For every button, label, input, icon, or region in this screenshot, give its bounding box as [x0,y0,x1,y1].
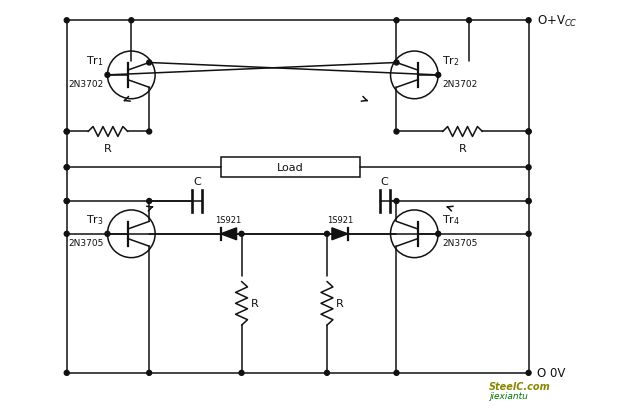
Circle shape [325,371,329,375]
Circle shape [526,19,531,24]
Circle shape [147,61,152,66]
Circle shape [436,232,440,237]
Circle shape [64,232,69,237]
Circle shape [526,130,531,135]
Text: C: C [193,177,201,187]
Circle shape [526,199,531,204]
Polygon shape [332,228,348,240]
Text: 2N3705: 2N3705 [442,238,478,247]
Circle shape [394,130,399,135]
Text: 2N3705: 2N3705 [68,238,104,247]
Circle shape [526,199,531,204]
Text: jiexiantu: jiexiantu [489,391,528,400]
Text: 2N3702: 2N3702 [442,80,477,89]
Circle shape [394,19,399,24]
Text: R: R [251,299,258,308]
Circle shape [394,199,399,204]
Polygon shape [221,228,237,240]
Text: Tr$_3$: Tr$_3$ [86,213,104,226]
Text: R: R [458,144,466,154]
Circle shape [64,199,69,204]
Text: R: R [104,144,112,154]
Text: C: C [381,177,388,187]
Circle shape [394,61,399,66]
Circle shape [64,19,69,24]
Circle shape [239,371,244,375]
Text: O 0V: O 0V [536,366,565,380]
Circle shape [64,130,69,135]
Circle shape [64,130,69,135]
Circle shape [147,199,152,204]
Circle shape [64,371,69,375]
Circle shape [526,165,531,170]
Circle shape [147,130,152,135]
Text: SteelC.com: SteelC.com [489,381,550,391]
Text: 2N3702: 2N3702 [68,80,104,89]
Circle shape [467,19,471,24]
Text: Tr$_2$: Tr$_2$ [442,54,460,68]
Text: R: R [336,299,343,308]
Text: 1S921: 1S921 [327,215,353,224]
Text: Tr$_1$: Tr$_1$ [86,54,104,68]
Circle shape [394,371,399,375]
Circle shape [64,165,69,170]
Circle shape [105,232,110,237]
Circle shape [526,130,531,135]
Circle shape [105,73,110,78]
Text: 1S921: 1S921 [215,215,242,224]
Text: Load: Load [277,163,303,173]
Circle shape [64,199,69,204]
Text: Tr$_4$: Tr$_4$ [442,213,460,226]
Bar [221,158,359,178]
Circle shape [325,232,329,237]
Circle shape [239,232,244,237]
Circle shape [436,73,440,78]
Circle shape [129,19,134,24]
Circle shape [147,371,152,375]
Text: O+V$_{CC}$: O+V$_{CC}$ [536,13,577,29]
Circle shape [526,371,531,375]
Circle shape [64,165,69,170]
Circle shape [526,232,531,237]
